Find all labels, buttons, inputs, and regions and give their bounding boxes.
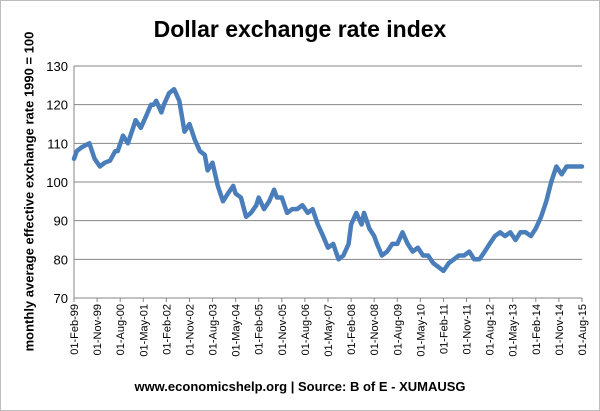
x-tick-label: 01-May-13 [508,304,520,357]
x-tick-label: 01-Nov-14 [554,304,566,355]
x-tick-label: 01-Feb-11 [438,304,450,354]
y-tick-label: 110 [47,136,68,151]
x-tick-label: 01-Nov-08 [369,304,381,355]
x-tick-label: 01-Aug-03 [208,304,220,355]
x-tick-label: 01-May-01 [138,304,150,357]
y-tick-label: 120 [46,98,68,113]
x-tick-label: 01-Feb-08 [346,304,358,355]
x-tick-label: 01-Aug-15 [577,304,589,355]
y-tick-label: 80 [54,252,68,267]
y-tick-label: 90 [54,214,68,229]
x-tick-label: 01-Nov-99 [92,304,104,355]
x-tick-label: 01-Feb-99 [69,304,81,355]
x-tick-label: 01-Nov-11 [462,304,474,355]
x-tick-label: 01-Nov-05 [277,304,289,355]
x-tick-label: 01-May-07 [323,304,335,357]
x-tick-label: 01-Nov-02 [184,304,196,355]
y-tick-label: 100 [46,175,68,190]
x-tick-label: 01-Aug-12 [485,304,497,355]
y-tick-label: 130 [46,59,68,74]
x-tick-label: 01-Aug-06 [300,304,312,355]
source-caption: www.economicshelp.org | Source: B of E -… [134,379,466,394]
x-tick-label: 01-May-04 [231,304,243,357]
x-tick-label: 01-May-10 [415,304,427,357]
x-tick-label: 01-Feb-05 [254,304,266,355]
y-tick-label: 70 [54,291,68,306]
series-line-0 [71,86,585,274]
x-tick-label: 01-Feb-14 [531,304,543,355]
x-tick-label: 01-Aug-00 [115,304,127,355]
x-tick-label: 01-Feb-02 [161,304,173,355]
x-tick-label: 01-Aug-09 [392,304,404,355]
chart-title: Dollar exchange rate index [153,16,447,42]
